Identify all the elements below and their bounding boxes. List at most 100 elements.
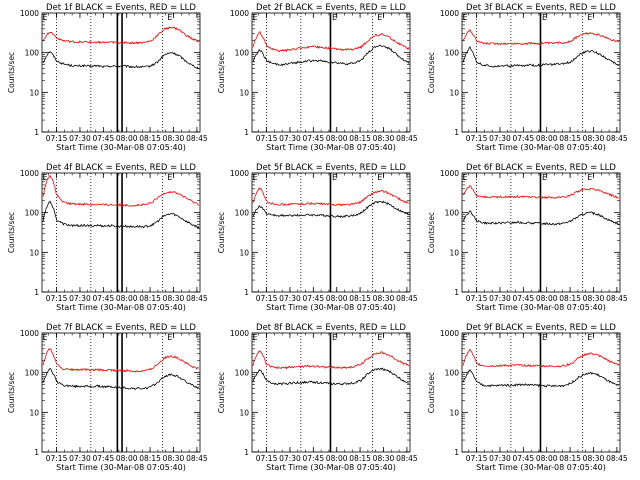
- y-tick-label: 10: [449, 88, 459, 97]
- chart-panel: Det 6f BLACK = Events, RED = LLD 1 10 100 10…: [427, 163, 628, 312]
- series-line: [42, 200, 200, 229]
- x-tick-label: 08:15: [559, 294, 581, 303]
- x-tick-label: 07:15: [256, 454, 278, 463]
- x-axis-label: Start Time (30-Mar-08 07:05:40): [266, 143, 396, 152]
- chart-panel: Det 4f BLACK = Events, RED = LLD 1 10 100 10…: [7, 163, 208, 312]
- e-marker-label: E: [463, 333, 468, 342]
- x-tick-label: 08:00: [116, 454, 138, 463]
- e-marker-label: E: [542, 13, 547, 22]
- x-tick-label: 07:30: [489, 134, 511, 143]
- y-tick-label: 10: [449, 248, 459, 257]
- x-tick-label: 07:45: [513, 294, 535, 303]
- y-tick-label: 1: [454, 128, 459, 137]
- e-marker-label: E: [43, 333, 48, 342]
- x-tick-label: 08:45: [606, 294, 628, 303]
- series-line: [462, 184, 620, 200]
- series-line: [462, 29, 620, 46]
- y-tick-label: 100: [235, 209, 250, 218]
- chart-panel: Det 2f BLACK = Events, RED = LLD 1 10 100 10…: [217, 3, 418, 152]
- series-line: [252, 30, 410, 53]
- x-tick-label: 08:00: [326, 294, 348, 303]
- y-tick-label: 1: [454, 448, 459, 457]
- x-tick-label: 07:45: [303, 134, 325, 143]
- y-tick-label: 10: [239, 248, 249, 257]
- x-tick-label: 08:00: [326, 454, 348, 463]
- y-tick-label: 100: [235, 369, 250, 378]
- x-tick-label: 08:30: [583, 294, 605, 303]
- x-tick-label: 08:30: [163, 134, 185, 143]
- y-tick-label: 1000: [440, 9, 459, 18]
- series-line: [462, 210, 620, 226]
- x-tick-label: 08:00: [536, 454, 558, 463]
- series-line: [42, 347, 200, 373]
- y-tick-label: 1: [34, 448, 39, 457]
- x-tick-label: 07:45: [513, 134, 535, 143]
- y-tick-label: 100: [25, 49, 40, 58]
- series-line: [462, 45, 620, 68]
- x-tick-label: 08:15: [139, 134, 161, 143]
- y-tick-label: 100: [445, 369, 460, 378]
- chart-title: Det 9f BLACK = Events, RED = LLD: [466, 323, 616, 333]
- e-marker-label: E: [332, 333, 337, 342]
- series-line: [42, 368, 200, 391]
- x-axis-label: Start Time (30-Mar-08 07:05:40): [56, 143, 186, 152]
- e-marker-label: E: [463, 173, 468, 182]
- x-axis-label: Start Time (30-Mar-08 07:05:40): [56, 463, 186, 472]
- series-line: [42, 174, 199, 207]
- e-marker-label: E: [587, 333, 592, 342]
- y-tick-label: 10: [239, 88, 249, 97]
- x-tick-label: 07:30: [489, 294, 511, 303]
- x-tick-label: 08:45: [186, 294, 208, 303]
- e-marker-label: E: [377, 173, 382, 182]
- y-tick-label: 100: [235, 49, 250, 58]
- x-tick-label: 07:45: [303, 454, 325, 463]
- y-tick-label: 1000: [20, 9, 39, 18]
- e-marker-label: E: [167, 173, 172, 182]
- series-line: [252, 44, 410, 67]
- y-tick-label: 10: [29, 248, 39, 257]
- x-tick-label: 08:45: [186, 134, 208, 143]
- e-marker-label: E: [542, 173, 547, 182]
- y-tick-label: 1: [454, 288, 459, 297]
- y-tick-label: 100: [25, 369, 40, 378]
- e-marker-label: E: [253, 333, 258, 342]
- plot-frame: [251, 172, 411, 293]
- chart-panel: Det 1f BLACK = Events, RED = LLD 1 10 100 10…: [7, 3, 208, 152]
- y-axis-label: Counts/sec: [427, 52, 436, 93]
- chart-title: Det 2f BLACK = Events, RED = LLD: [256, 3, 406, 13]
- x-tick-label: 08:15: [559, 134, 581, 143]
- series-line: [252, 200, 410, 219]
- x-axis-label: Start Time (30-Mar-08 07:05:40): [266, 303, 396, 312]
- y-axis-label: Counts/sec: [7, 372, 16, 413]
- e-marker-label: E: [43, 13, 48, 22]
- x-axis-label: Start Time (30-Mar-08 07:05:40): [476, 463, 606, 472]
- x-tick-label: 07:45: [513, 454, 535, 463]
- y-tick-label: 1: [34, 128, 39, 137]
- chart-panel: Det 9f BLACK = Events, RED = LLD 1 10 100 10…: [427, 323, 628, 472]
- plot-frame: [251, 332, 411, 453]
- y-tick-label: 1: [244, 448, 249, 457]
- x-tick-label: 07:30: [69, 294, 91, 303]
- y-tick-label: 1000: [230, 9, 249, 18]
- plot-frame: [461, 332, 621, 453]
- y-tick-label: 1000: [440, 169, 459, 178]
- y-tick-label: 10: [239, 408, 249, 417]
- y-tick-label: 10: [29, 88, 39, 97]
- x-tick-label: 07:15: [256, 134, 278, 143]
- y-axis-label: Counts/sec: [217, 212, 226, 253]
- y-tick-label: 1: [34, 288, 39, 297]
- x-tick-label: 07:30: [69, 454, 91, 463]
- x-tick-label: 07:30: [279, 134, 301, 143]
- y-tick-label: 1000: [440, 329, 459, 338]
- plot-frame: [41, 172, 201, 293]
- x-tick-label: 08:00: [536, 134, 558, 143]
- chart-title: Det 7f BLACK = Events, RED = LLD: [46, 323, 196, 333]
- y-tick-label: 10: [449, 408, 459, 417]
- x-tick-label: 08:45: [396, 134, 418, 143]
- y-tick-label: 1: [244, 128, 249, 137]
- y-tick-label: 10: [29, 408, 39, 417]
- x-tick-label: 07:30: [489, 454, 511, 463]
- x-tick-label: 07:30: [69, 134, 91, 143]
- plot-frame: [251, 12, 411, 133]
